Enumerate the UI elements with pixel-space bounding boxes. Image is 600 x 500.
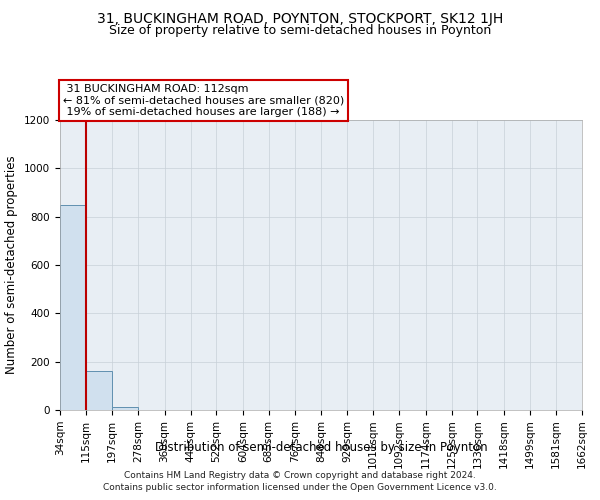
- Text: Size of property relative to semi-detached houses in Poynton: Size of property relative to semi-detach…: [109, 24, 491, 37]
- Text: Contains public sector information licensed under the Open Government Licence v3: Contains public sector information licen…: [103, 483, 497, 492]
- Bar: [86, 372, 112, 410]
- Text: 31, BUCKINGHAM ROAD, POYNTON, STOCKPORT, SK12 1JH: 31, BUCKINGHAM ROAD, POYNTON, STOCKPORT,…: [97, 12, 503, 26]
- Y-axis label: Number of semi-detached properties: Number of semi-detached properties: [5, 156, 19, 374]
- Text: Distribution of semi-detached houses by size in Poynton: Distribution of semi-detached houses by …: [155, 441, 487, 454]
- Text: Contains HM Land Registry data © Crown copyright and database right 2024.: Contains HM Land Registry data © Crown c…: [124, 472, 476, 480]
- Bar: [112, 407, 138, 410]
- Bar: [60, 204, 86, 410]
- Text: 31 BUCKINGHAM ROAD: 112sqm
← 81% of semi-detached houses are smaller (820)
 19% : 31 BUCKINGHAM ROAD: 112sqm ← 81% of semi…: [62, 84, 344, 117]
